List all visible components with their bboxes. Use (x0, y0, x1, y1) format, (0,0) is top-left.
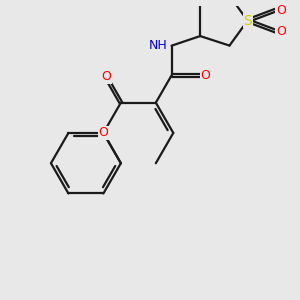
Text: O: O (101, 70, 111, 83)
Text: S: S (243, 14, 252, 28)
Text: O: O (276, 25, 286, 38)
Text: NH: NH (148, 39, 167, 52)
Text: O: O (201, 69, 211, 82)
Text: O: O (98, 126, 108, 140)
Text: O: O (276, 4, 286, 17)
